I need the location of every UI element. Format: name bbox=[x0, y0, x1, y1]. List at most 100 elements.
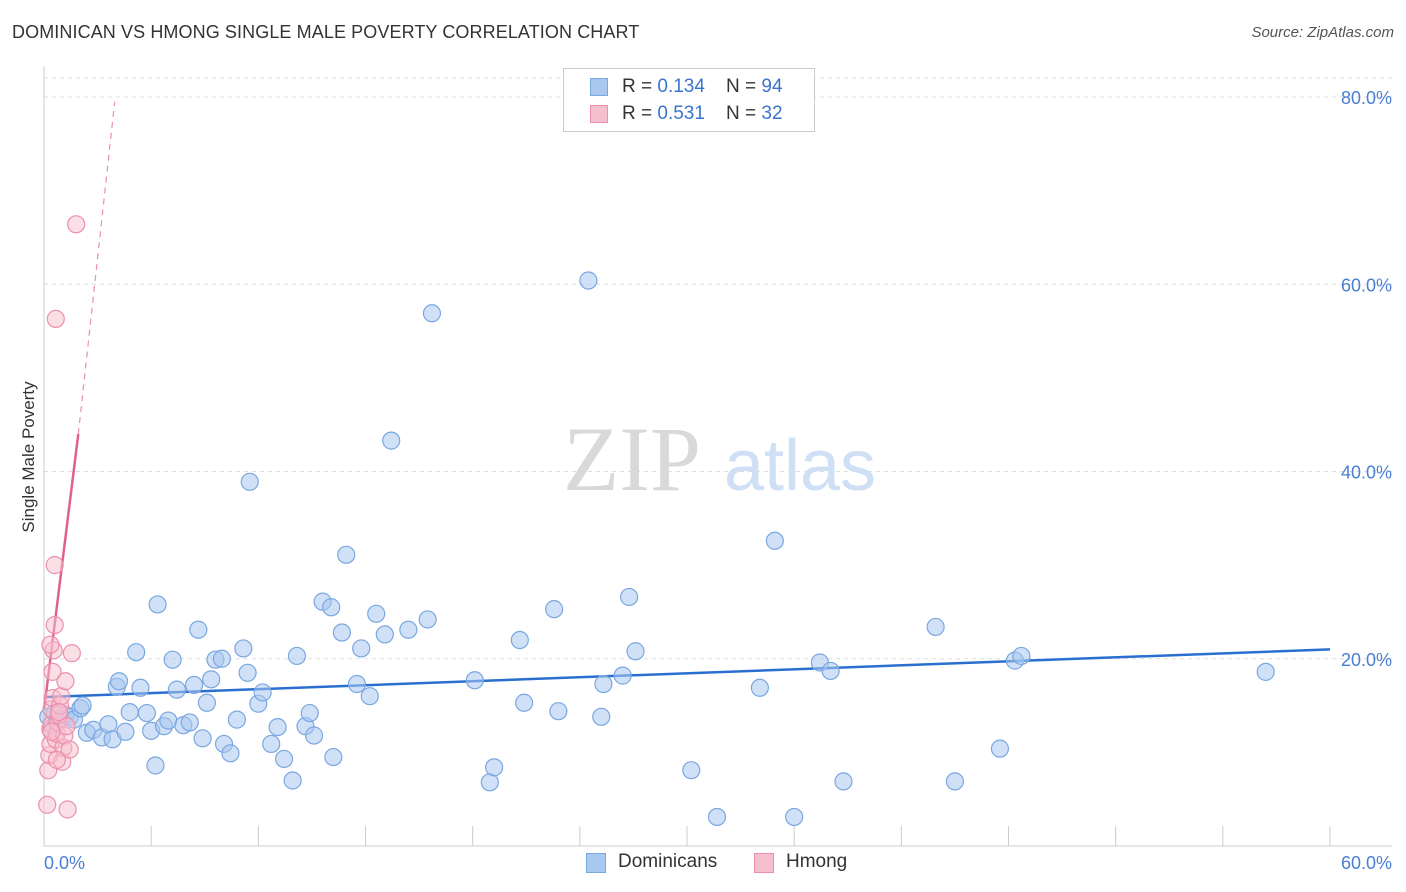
point-dominicans bbox=[212, 649, 231, 668]
y-axis-label: Single Male Poverty bbox=[19, 381, 38, 533]
point-dominicans bbox=[73, 696, 92, 715]
point-hmong bbox=[46, 309, 65, 328]
point-dominicans bbox=[137, 703, 156, 723]
legend-n-label: N = bbox=[726, 76, 762, 97]
point-dominicans bbox=[221, 744, 240, 763]
y-tick-label: 60.0% bbox=[1341, 275, 1392, 295]
point-hmong bbox=[56, 672, 75, 691]
point-dominicans bbox=[626, 642, 645, 661]
point-hmong bbox=[45, 615, 64, 635]
data-points bbox=[38, 215, 1275, 827]
point-dominicans bbox=[337, 545, 356, 564]
point-dominicans bbox=[163, 650, 182, 669]
point-dominicans bbox=[116, 722, 135, 741]
legend-n-label: N = bbox=[726, 103, 762, 124]
point-dominicans bbox=[238, 663, 257, 682]
point-dominicans bbox=[253, 683, 272, 702]
point-dominicans bbox=[197, 693, 216, 712]
legend-r-label: R = bbox=[622, 76, 658, 97]
point-dominicans bbox=[418, 610, 437, 629]
point-dominicans bbox=[515, 693, 534, 712]
legend-swatch-hmong bbox=[590, 105, 608, 123]
bottom-legend-label-hmong: Hmong bbox=[786, 851, 848, 872]
point-dominicans bbox=[120, 703, 139, 722]
point-dominicans bbox=[765, 531, 784, 550]
point-dominicans bbox=[620, 587, 639, 607]
point-dominicans bbox=[834, 772, 853, 791]
chart-title: DOMINICAN VS HMONG SINGLE MALE POVERTY C… bbox=[12, 22, 640, 42]
bottom-legend-swatch-hmong bbox=[754, 853, 774, 873]
point-dominicans bbox=[682, 761, 701, 780]
point-hmong bbox=[49, 703, 69, 722]
point-dominicans bbox=[367, 604, 386, 623]
legend-r-label: R = bbox=[622, 103, 658, 124]
point-dominicans bbox=[287, 646, 307, 666]
legend-r-value: 0.134 bbox=[657, 76, 705, 97]
point-dominicans bbox=[189, 620, 208, 639]
point-dominicans bbox=[300, 703, 319, 723]
tick-labels: 20.0% 40.0% 60.0% 80.0% 0.0% 60.0% bbox=[44, 88, 1392, 873]
watermark: ZIP atlas bbox=[563, 408, 876, 510]
point-dominicans bbox=[1256, 662, 1275, 681]
point-dominicans bbox=[127, 643, 146, 662]
gridlines bbox=[44, 77, 1392, 660]
point-dominicans bbox=[262, 734, 281, 754]
trend-line-dominicans bbox=[43, 648, 1331, 699]
point-dominicans bbox=[234, 639, 253, 658]
point-hmong bbox=[43, 662, 62, 681]
legend-text-hmong: R = 0.531 N = 32 bbox=[622, 103, 783, 125]
point-dominicans bbox=[193, 729, 212, 748]
point-dominicans bbox=[360, 687, 379, 706]
x-tick-label: 60.0% bbox=[1341, 853, 1392, 873]
axes bbox=[43, 66, 1392, 847]
point-dominicans bbox=[332, 623, 352, 642]
point-dominicans bbox=[268, 717, 287, 737]
point-dominicans bbox=[148, 595, 167, 614]
point-dominicans bbox=[159, 711, 178, 730]
point-dominicans bbox=[579, 271, 598, 290]
bottom-legend-swatch-dominicans bbox=[586, 853, 606, 873]
point-dominicans bbox=[545, 600, 564, 619]
point-dominicans bbox=[131, 678, 150, 697]
point-dominicans bbox=[480, 773, 499, 792]
legend-swatch-dominicans bbox=[590, 78, 608, 96]
point-dominicans bbox=[485, 758, 504, 777]
point-dominicans bbox=[399, 620, 418, 639]
y-tick-label: 80.0% bbox=[1341, 88, 1392, 108]
point-dominicans bbox=[322, 598, 341, 617]
trend-line-hmong-extension bbox=[77, 101, 116, 435]
point-dominicans bbox=[167, 680, 186, 699]
point-dominicans bbox=[180, 713, 199, 732]
y-tick-label: 20.0% bbox=[1341, 650, 1392, 670]
point-hmong bbox=[67, 215, 86, 234]
point-hmong bbox=[47, 750, 66, 769]
point-dominicans bbox=[274, 749, 294, 769]
point-dominicans bbox=[184, 675, 204, 695]
point-hmong bbox=[41, 635, 60, 654]
point-dominicans bbox=[926, 617, 945, 637]
point-hmong bbox=[52, 687, 71, 706]
legend-r-value: 0.531 bbox=[657, 103, 705, 124]
point-dominicans bbox=[240, 472, 259, 491]
point-hmong bbox=[42, 722, 61, 741]
point-dominicans bbox=[304, 726, 324, 745]
point-dominicans bbox=[613, 666, 632, 685]
point-dominicans bbox=[382, 431, 401, 450]
point-dominicans bbox=[549, 702, 568, 721]
trend-lines bbox=[42, 101, 1331, 711]
point-dominicans bbox=[352, 639, 371, 658]
watermark-zip: ZIP bbox=[563, 408, 701, 510]
point-dominicans bbox=[821, 661, 840, 681]
point-dominicans bbox=[324, 747, 343, 767]
x-tick-label: 0.0% bbox=[44, 853, 85, 873]
point-dominicans bbox=[785, 807, 804, 827]
point-dominicans bbox=[592, 707, 611, 726]
point-dominicans bbox=[227, 710, 246, 729]
y-tick-label: 40.0% bbox=[1341, 463, 1392, 483]
point-dominicans bbox=[109, 672, 129, 691]
watermark-atlas: atlas bbox=[724, 426, 876, 506]
point-dominicans bbox=[347, 674, 367, 694]
point-dominicans bbox=[283, 771, 302, 790]
point-hmong bbox=[45, 556, 64, 575]
